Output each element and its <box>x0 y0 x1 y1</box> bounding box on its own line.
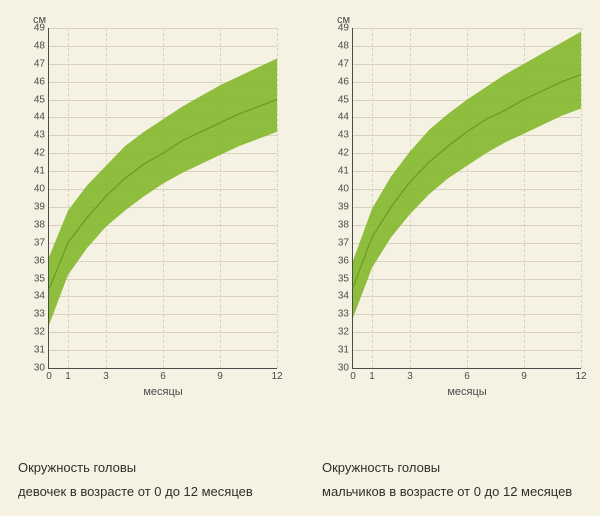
x-tick-label: 1 <box>369 368 375 382</box>
y-tick-label: 32 <box>34 327 49 338</box>
y-tick-label: 45 <box>34 94 49 105</box>
y-tick-label: 35 <box>338 273 353 284</box>
y-tick-label: 40 <box>338 184 353 195</box>
y-tick-label: 37 <box>338 237 353 248</box>
x-tick-label: 0 <box>350 368 356 382</box>
band-fill <box>353 32 581 318</box>
y-tick-label: 36 <box>34 255 49 266</box>
x-tick-label: 0 <box>46 368 52 382</box>
chart-caption-boys: Окружность головымальчиков в возрасте от… <box>322 456 572 504</box>
y-tick-label: 46 <box>34 76 49 87</box>
y-tick-label: 31 <box>338 345 353 356</box>
y-tick-label: 43 <box>338 130 353 141</box>
x-axis-label: месяцы <box>447 386 486 398</box>
y-tick-label: 43 <box>34 130 49 141</box>
plot-area: 3031323334353637383940414243444546474849… <box>352 28 581 369</box>
y-tick-label: 38 <box>338 219 353 230</box>
y-tick-label: 34 <box>338 291 353 302</box>
y-tick-label: 49 <box>34 23 49 34</box>
y-tick-label: 33 <box>34 309 49 320</box>
page-root: см30313233343536373839404142434445464748… <box>0 0 600 516</box>
growth-band <box>353 28 581 368</box>
x-tick-label: 6 <box>464 368 470 382</box>
y-tick-label: 39 <box>338 201 353 212</box>
y-tick-label: 47 <box>338 58 353 69</box>
chart-panel-boys: см30313233343536373839404142434445464748… <box>322 18 588 408</box>
x-tick-label: 9 <box>521 368 527 382</box>
gridline-v <box>581 28 583 368</box>
y-tick-label: 47 <box>34 58 49 69</box>
band-fill <box>49 58 277 325</box>
y-tick-label: 31 <box>34 345 49 356</box>
caption-line: мальчиков в возрасте от 0 до 12 месяцев <box>322 480 572 504</box>
y-tick-label: 42 <box>34 148 49 159</box>
caption-line: девочек в возрасте от 0 до 12 месяцев <box>18 480 253 504</box>
y-tick-label: 45 <box>338 94 353 105</box>
y-tick-label: 33 <box>338 309 353 320</box>
y-tick-label: 38 <box>34 219 49 230</box>
caption-line: Окружность головы <box>18 456 253 480</box>
y-tick-label: 48 <box>338 40 353 51</box>
x-tick-label: 12 <box>575 368 586 382</box>
y-tick-label: 46 <box>338 76 353 87</box>
x-tick-label: 1 <box>65 368 71 382</box>
y-tick-label: 32 <box>338 327 353 338</box>
x-tick-label: 12 <box>271 368 282 382</box>
gridline-v <box>277 28 279 368</box>
y-tick-label: 39 <box>34 201 49 212</box>
x-tick-label: 9 <box>217 368 223 382</box>
y-tick-label: 37 <box>34 237 49 248</box>
caption-line: Окружность головы <box>322 456 572 480</box>
chart-panel-girls: см30313233343536373839404142434445464748… <box>18 18 284 408</box>
growth-band <box>49 28 277 368</box>
y-tick-label: 41 <box>338 166 353 177</box>
x-tick-label: 6 <box>160 368 166 382</box>
x-axis-label: месяцы <box>143 386 182 398</box>
y-tick-label: 48 <box>34 40 49 51</box>
y-tick-label: 42 <box>338 148 353 159</box>
x-tick-label: 3 <box>103 368 109 382</box>
y-tick-label: 36 <box>338 255 353 266</box>
y-tick-label: 41 <box>34 166 49 177</box>
plot-area: 3031323334353637383940414243444546474849… <box>48 28 277 369</box>
y-tick-label: 35 <box>34 273 49 284</box>
y-tick-label: 34 <box>34 291 49 302</box>
y-tick-label: 44 <box>34 112 49 123</box>
chart-caption-girls: Окружность головыдевочек в возрасте от 0… <box>18 456 253 504</box>
x-tick-label: 3 <box>407 368 413 382</box>
y-tick-label: 44 <box>338 112 353 123</box>
y-tick-label: 40 <box>34 184 49 195</box>
y-tick-label: 49 <box>338 23 353 34</box>
